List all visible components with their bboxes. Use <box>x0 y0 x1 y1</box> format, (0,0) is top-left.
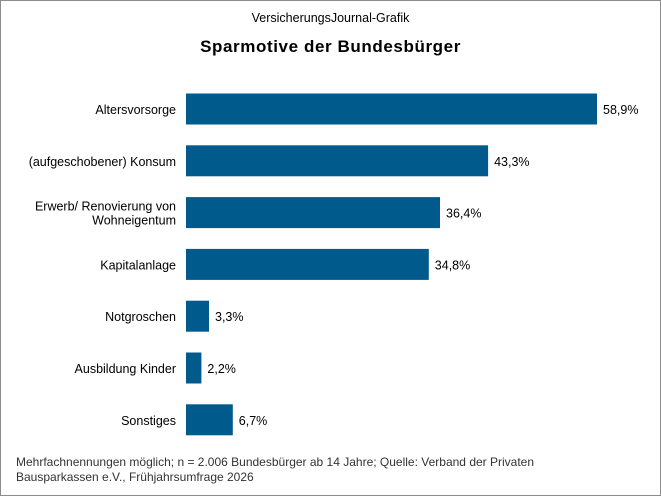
data-label: 2,2% <box>207 362 236 376</box>
bar <box>186 197 440 229</box>
footnote-line-1: Mehrfachnennungen möglich; n = 2.006 Bun… <box>16 455 535 469</box>
data-label: 36,4% <box>446 207 481 221</box>
data-label: 58,9% <box>603 103 638 117</box>
bar <box>186 145 489 177</box>
category-label: Ausbildung Kinder <box>75 362 176 376</box>
category-label: Erwerb/ Renovierung von Wohneigentum <box>35 200 176 228</box>
category-label: Sonstiges <box>121 414 176 428</box>
data-label: 6,7% <box>239 414 267 428</box>
category-label: Notgroschen <box>105 310 176 324</box>
data-label: 34,8% <box>435 258 470 272</box>
bar <box>186 404 233 436</box>
bar <box>186 352 202 384</box>
bar <box>186 248 429 280</box>
category-label: Kapitalanlage <box>100 258 176 272</box>
footnote: Mehrfachnennungen möglich; n = 2.006 Bun… <box>16 455 616 485</box>
chart-title: Sparmotive der Bundesbürger <box>200 37 461 56</box>
category-label: Altersvorsorge <box>95 103 176 117</box>
footnote-line-2: Bausparkassen e.V., Frühjahrsumfrage 202… <box>16 470 254 484</box>
bar <box>186 300 209 332</box>
bar <box>186 93 597 125</box>
category-label: (aufgeschobener) Konsum <box>29 155 176 169</box>
data-label: 3,3% <box>215 310 244 324</box>
data-label: 43,3% <box>494 155 529 169</box>
source-header: VersicherungsJournal-Grafik <box>251 11 410 25</box>
